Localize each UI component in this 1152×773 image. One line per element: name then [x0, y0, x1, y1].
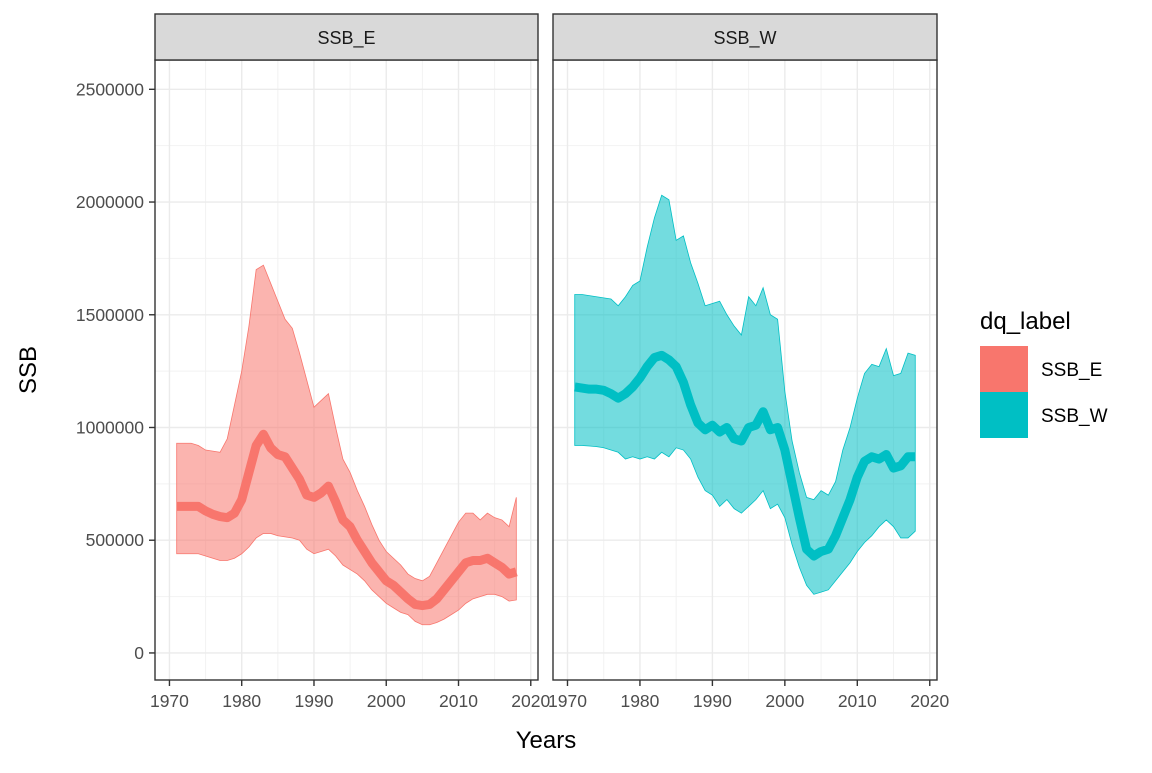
ribbon-SSB_E [176, 264, 517, 626]
ribbon-SSB_W [574, 194, 916, 595]
series-line-SSB_E [176, 429, 518, 611]
series-line-SSB_W [574, 350, 916, 561]
x-tick-label: 1970 [150, 691, 189, 711]
x-tick-label: 1980 [222, 691, 261, 711]
legend-entry-label: SSB_W [1041, 406, 1108, 427]
legend-key-swatch [980, 346, 1028, 392]
y-tick-label: 0 [134, 643, 144, 663]
facet-strip [154, 13, 539, 61]
x-tick-label: 2000 [367, 691, 406, 711]
x-tick-label: 1990 [295, 691, 334, 711]
y-tick-label: 2000000 [76, 192, 144, 212]
facet-strip-label: SSB_W [713, 28, 776, 49]
x-axis-title: Years [516, 727, 577, 754]
facet-strip [552, 13, 938, 61]
x-tick-label: 2000 [765, 691, 804, 711]
legend-key-swatch [980, 392, 1028, 438]
y-tick-label: 1000000 [76, 417, 144, 437]
x-tick-label: 2020 [511, 691, 550, 711]
y-tick-label: 500000 [86, 530, 145, 550]
x-tick-label: 1970 [548, 691, 587, 711]
x-tick-label: 1990 [693, 691, 732, 711]
facet-strip-label: SSB_E [317, 28, 375, 49]
y-axis-title: SSB [15, 346, 42, 394]
x-tick-label: 2010 [439, 691, 478, 711]
x-tick-label: 1980 [620, 691, 659, 711]
y-tick-label: 2500000 [76, 79, 144, 99]
x-tick-label: 2020 [910, 691, 949, 711]
x-tick-label: 2010 [838, 691, 877, 711]
legend-title: dq_label [980, 308, 1071, 335]
y-tick-label: 1500000 [76, 305, 144, 325]
legend-entry-label: SSB_E [1041, 360, 1102, 381]
